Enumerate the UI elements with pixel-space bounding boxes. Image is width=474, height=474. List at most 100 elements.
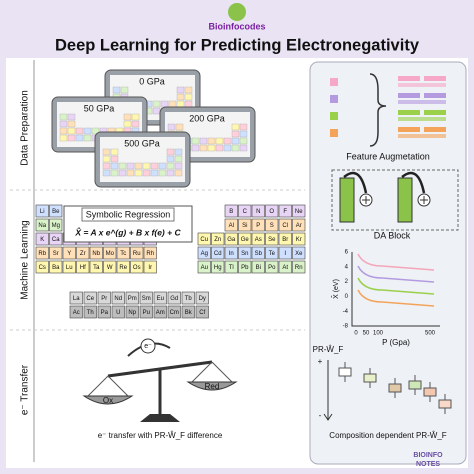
element-cell (139, 305, 153, 319)
y-tick-label: -8 (343, 324, 349, 330)
mini-cell (59, 113, 68, 121)
minus-sign: - (319, 411, 322, 420)
mini-cell (110, 162, 119, 170)
box (388, 383, 402, 393)
element-symbol: Re (119, 265, 127, 271)
element-symbol: Am (156, 310, 165, 316)
plus-sign: + (318, 357, 323, 366)
y-tick-label: 4 (345, 264, 349, 270)
mini-cell (215, 137, 224, 145)
y-tick-label: -4 (343, 309, 349, 315)
element-symbol: Tb (185, 296, 193, 302)
element-symbol: Ge (241, 237, 250, 243)
pressure-label: 200 GPa (189, 113, 225, 123)
element-symbol: Y (67, 251, 71, 257)
element-symbol: O (269, 209, 274, 215)
element-cell (278, 246, 292, 260)
element-symbol: Ru (133, 251, 141, 257)
mini-cell (239, 137, 248, 145)
element-symbol: Br (282, 237, 288, 243)
feature-bar (424, 76, 446, 81)
element-cell (238, 232, 252, 246)
mini-cell (207, 137, 216, 145)
element-cell (167, 291, 181, 305)
mini-cell (110, 148, 119, 156)
element-symbol: Zr (80, 251, 86, 257)
mini-cell (142, 162, 151, 170)
axis (351, 252, 440, 327)
feature-square (330, 78, 338, 86)
section-label: Data Preparation (20, 90, 31, 166)
mini-cell (174, 148, 183, 156)
mini-cell (184, 86, 193, 94)
element-symbol: Tc (120, 251, 126, 257)
mini-cell (102, 148, 111, 156)
element-cell (49, 260, 63, 274)
balance-caption: e⁻ transfer with PR-Ŵ_F difference (98, 431, 223, 440)
element-cell (224, 204, 238, 218)
element-symbol: Pr (101, 296, 107, 302)
box (408, 380, 422, 390)
element-cell (130, 260, 144, 274)
y-tick-label: 0 (345, 294, 349, 300)
element-symbol: Sb (255, 251, 263, 257)
element-cell (35, 232, 49, 246)
element-symbol: Rb (38, 251, 46, 257)
mini-cell (152, 107, 161, 115)
element-cell (111, 305, 125, 319)
element-symbol: Tl (229, 265, 234, 271)
element-cell (62, 260, 76, 274)
element-cell (181, 305, 195, 319)
element-cell (224, 246, 238, 260)
element-cell (111, 291, 125, 305)
element-cell (238, 218, 252, 232)
box (338, 367, 352, 377)
element-cell (116, 260, 130, 274)
mini-cell (83, 127, 92, 135)
y-tick-label: 6 (345, 250, 349, 256)
element-cell (197, 246, 211, 260)
element-symbol: Pm (128, 296, 137, 302)
element-cell (125, 305, 139, 319)
element-cell (167, 305, 181, 319)
element-cell (49, 232, 63, 246)
mini-cell (239, 144, 248, 152)
element-symbol: Ar (296, 223, 302, 229)
feature-bar (398, 93, 420, 98)
watermark: BIOINFO (413, 452, 443, 459)
element-cell (238, 204, 252, 218)
mini-cell (131, 120, 140, 128)
feature-bar (398, 76, 420, 81)
da-label: DA Block (374, 230, 411, 240)
element-symbol: Bi (256, 265, 261, 271)
mini-cell (160, 100, 169, 108)
pressure-label: 0 GPa (139, 76, 165, 86)
element-cell (211, 232, 225, 246)
element-cell (211, 260, 225, 274)
element-symbol: Na (38, 223, 46, 229)
element-symbol: Cl (282, 223, 288, 229)
element-symbol: B (229, 209, 233, 215)
feature-bar (398, 127, 420, 132)
element-cell (49, 218, 63, 232)
mini-cell (191, 144, 200, 152)
feature-bar (398, 100, 446, 104)
element-symbol: I (284, 251, 286, 257)
element-symbol: Be (52, 209, 60, 215)
mini-cell (184, 100, 193, 108)
element-symbol: Th (87, 310, 94, 316)
element-cell (97, 291, 111, 305)
element-symbol: Pu (143, 310, 150, 316)
curve (357, 265, 435, 283)
element-cell (35, 246, 49, 260)
feature-square (330, 95, 338, 103)
element-symbol: K (40, 237, 44, 243)
mini-cell (83, 134, 92, 142)
element-cell (265, 260, 279, 274)
element-symbol: Rn (295, 265, 303, 271)
mini-cell (231, 144, 240, 152)
box (423, 387, 437, 397)
logo-icon (228, 3, 246, 21)
add-sign (362, 196, 370, 204)
